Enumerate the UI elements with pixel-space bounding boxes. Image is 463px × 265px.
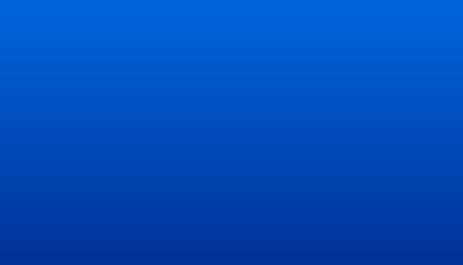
Text: Wavelength/
Frequency: Wavelength/ Frequency — [6, 7, 82, 28]
Text: 22 GHz core: 22 GHz core — [6, 138, 72, 148]
Text: mJy: mJy — [211, 165, 234, 175]
Text: [OIII] λ5007: [OIII] λ5007 — [6, 83, 70, 93]
Text: Units: Units — [211, 38, 242, 48]
Text: mJy: mJy — [211, 110, 234, 120]
Text: -: - — [211, 247, 214, 257]
Text: 2.39: 2.39 — [137, 56, 161, 66]
Text: 5GHz: 5GHz — [6, 56, 35, 66]
Text: 24 microns: 24 microns — [6, 165, 66, 175]
Text: Reference: Reference — [299, 38, 361, 48]
Text: 70 microns: 70 microns — [6, 192, 66, 202]
Text: 70.9: 70.9 — [137, 192, 161, 202]
Text: Log erg/cm²/s: Log erg/cm²/s — [211, 83, 286, 93]
Text: mJy: mJy — [211, 138, 231, 148]
Bar — [294, 37, 463, 235]
Text: mJy: mJy — [211, 219, 234, 229]
Text: -: - — [299, 247, 302, 257]
Text: 15GHz core: 15GHz core — [6, 110, 69, 120]
Text: -: - — [137, 247, 140, 257]
Text: 19.8: 19.8 — [137, 110, 161, 120]
Text: mJy: mJy — [211, 192, 234, 202]
Text: 30.8: 30.8 — [137, 165, 161, 175]
Text: -14.42: -14.42 — [137, 83, 171, 93]
Text: -: - — [137, 138, 140, 148]
Text: 160 microns: 160 microns — [6, 219, 73, 229]
Text: Jy: Jy — [211, 56, 220, 66]
Text: X-ray: X-ray — [6, 247, 34, 257]
Text: Flux: Flux — [137, 38, 163, 48]
Text: -: - — [137, 219, 140, 229]
